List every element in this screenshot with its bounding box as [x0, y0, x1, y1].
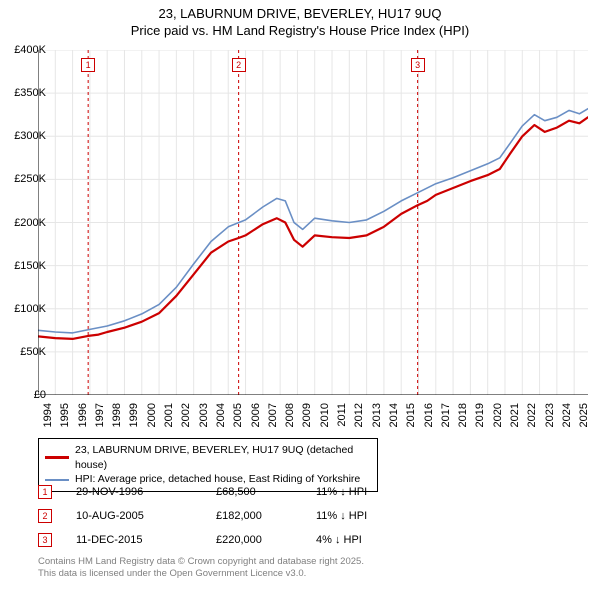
y-tick-label: £350K [14, 87, 46, 99]
x-tick-label: 2007 [267, 403, 279, 427]
chart-marker-box: 2 [232, 58, 246, 72]
chart-container: 23, LABURNUM DRIVE, BEVERLEY, HU17 9UQ P… [0, 0, 600, 590]
x-tick-label: 2011 [336, 403, 348, 427]
sales-price: £182,000 [216, 510, 316, 522]
footer: Contains HM Land Registry data © Crown c… [38, 556, 364, 580]
sales-diff: 11% ↓ HPI [316, 486, 416, 498]
x-tick-label: 2015 [405, 403, 417, 427]
sales-marker-box: 2 [38, 509, 52, 523]
x-tick-label: 1999 [128, 403, 140, 427]
sales-marker-box: 3 [38, 533, 52, 547]
x-tick-label: 2021 [509, 403, 521, 427]
title-line1: 23, LABURNUM DRIVE, BEVERLEY, HU17 9UQ [0, 6, 600, 23]
x-tick-label: 2017 [440, 403, 452, 427]
chart-area [38, 50, 588, 395]
x-tick-label: 2024 [561, 403, 573, 427]
x-tick-label: 2000 [146, 403, 158, 427]
chart-marker-box: 1 [81, 58, 95, 72]
sales-table: 1 29-NOV-1996£68,50011% ↓ HPI 2 10-AUG-2005… [38, 480, 416, 552]
y-tick-label: £50K [20, 346, 46, 358]
x-tick-label: 1996 [77, 403, 89, 427]
chart-marker-box: 3 [411, 58, 425, 72]
x-tick-label: 1997 [94, 403, 106, 427]
chart-svg [38, 50, 588, 395]
sales-date: 11-DEC-2015 [76, 534, 216, 546]
y-tick-label: £400K [14, 44, 46, 56]
sales-row: 3 11-DEC-2015£220,0004% ↓ HPI [38, 528, 416, 552]
y-tick-label: £250K [14, 173, 46, 185]
x-tick-label: 1995 [59, 403, 71, 427]
title-block: 23, LABURNUM DRIVE, BEVERLEY, HU17 9UQ P… [0, 0, 600, 40]
y-tick-label: £150K [14, 260, 46, 272]
x-tick-label: 2012 [353, 403, 365, 427]
x-tick-label: 2005 [232, 403, 244, 427]
x-tick-label: 2014 [388, 403, 400, 427]
sales-diff: 4% ↓ HPI [316, 534, 416, 546]
x-tick-label: 2002 [180, 403, 192, 427]
sales-row: 2 10-AUG-2005£182,00011% ↓ HPI [38, 504, 416, 528]
y-tick-label: £0 [34, 389, 46, 401]
y-tick-label: £300K [14, 130, 46, 142]
x-tick-label: 2025 [578, 403, 590, 427]
x-tick-label: 2019 [474, 403, 486, 427]
title-line2: Price paid vs. HM Land Registry's House … [0, 23, 600, 40]
sales-row: 1 29-NOV-1996£68,50011% ↓ HPI [38, 480, 416, 504]
sales-diff: 11% ↓ HPI [316, 510, 416, 522]
x-tick-label: 2016 [423, 403, 435, 427]
sales-marker-box: 1 [38, 485, 52, 499]
legend-swatch-property [45, 456, 69, 459]
x-tick-label: 2010 [319, 403, 331, 427]
x-tick-label: 1998 [111, 403, 123, 427]
y-tick-label: £100K [14, 303, 46, 315]
legend-row-property: 23, LABURNUM DRIVE, BEVERLEY, HU17 9UQ (… [45, 443, 371, 472]
sales-price: £68,500 [216, 486, 316, 498]
footer-line1: Contains HM Land Registry data © Crown c… [38, 556, 364, 568]
x-tick-label: 2003 [198, 403, 210, 427]
x-tick-label: 2020 [492, 403, 504, 427]
x-tick-label: 1994 [42, 403, 54, 427]
x-tick-label: 2004 [215, 403, 227, 427]
x-tick-label: 2013 [371, 403, 383, 427]
x-tick-label: 2009 [301, 403, 313, 427]
y-tick-label: £200K [14, 217, 46, 229]
x-tick-label: 2006 [250, 403, 262, 427]
x-tick-label: 2022 [526, 403, 538, 427]
legend-label-property: 23, LABURNUM DRIVE, BEVERLEY, HU17 9UQ (… [75, 443, 371, 472]
sales-date: 29-NOV-1996 [76, 486, 216, 498]
sales-price: £220,000 [216, 534, 316, 546]
footer-line2: This data is licensed under the Open Gov… [38, 568, 364, 580]
x-tick-label: 2008 [284, 403, 296, 427]
x-tick-label: 2023 [544, 403, 556, 427]
x-tick-label: 2018 [457, 403, 469, 427]
x-tick-label: 2001 [163, 403, 175, 427]
sales-date: 10-AUG-2005 [76, 510, 216, 522]
